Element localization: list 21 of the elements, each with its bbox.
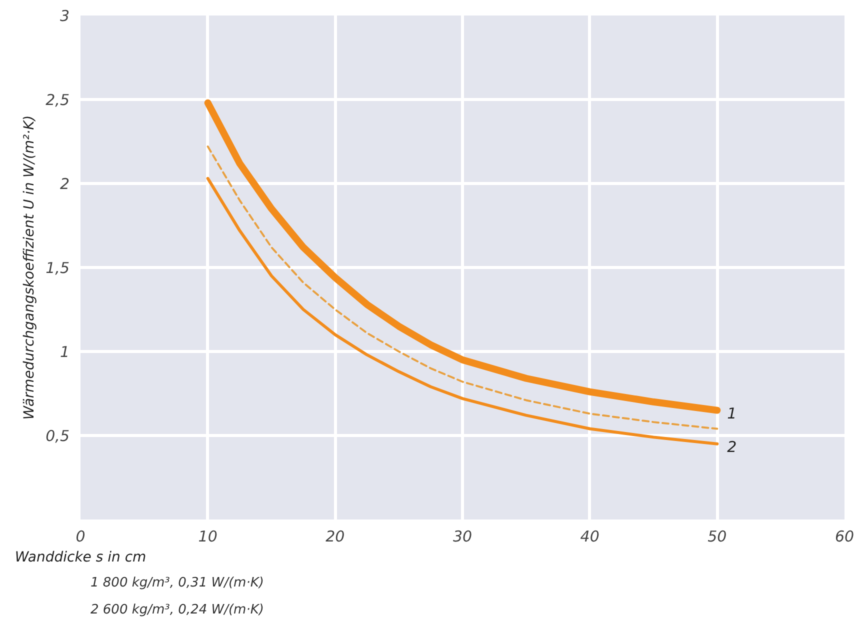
x-tick-label: 30	[452, 528, 472, 546]
text: 2 600 kg/m³, 0,24 W/(m·K)	[90, 602, 264, 618]
line-series	[206, 146, 718, 430]
text: 1 800 kg/m³, 0,31 W/(m·K)	[90, 576, 264, 590]
y-tick-label: 2,5	[46, 91, 70, 109]
y-axis-title: Wärmedurchgangskoeffizient U in W/(m²·K)	[22, 115, 38, 420]
y-tick-label: 2	[60, 175, 70, 193]
series-label: 2	[727, 438, 737, 456]
y-tick-label: 1,5	[46, 259, 70, 277]
y-tick-label: 0,5	[46, 427, 70, 445]
y-tick-label: 1	[60, 343, 70, 361]
x-tick-label: 50	[708, 528, 727, 546]
series-label: 1	[727, 404, 737, 422]
x-tick-label: 10	[198, 528, 218, 546]
y-tick-label: 3	[60, 7, 70, 25]
x-tick-label: 0	[76, 528, 86, 546]
x-axis-title: Wanddicke s in cm	[14, 550, 146, 566]
line-series	[206, 176, 719, 446]
x-tick-label: 60	[834, 528, 854, 546]
x-tick-label: 40	[580, 528, 600, 546]
x-tick-label: 20	[326, 528, 345, 546]
